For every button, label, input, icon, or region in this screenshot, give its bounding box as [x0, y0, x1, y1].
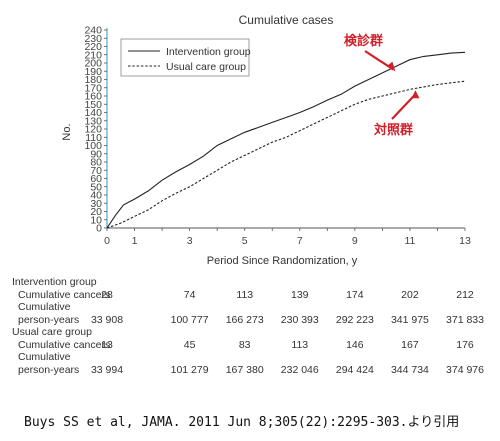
table-cell: 294 424 [335, 363, 374, 376]
y-tick-label: 160 [84, 91, 102, 103]
table-cell: 113 [236, 288, 254, 301]
series-layer [106, 51, 466, 229]
y-tick-label: 60 [90, 173, 102, 185]
table-cell: 230 393 [280, 313, 319, 326]
y-tick-label: 150 [84, 99, 102, 111]
row-label: Cumulative person-years [18, 351, 80, 376]
table-row: Cumulative cancers 28 74 113 139 174 202 212 [0, 289, 500, 302]
table-cell: 100 777 [170, 313, 209, 326]
table-row: Intervention group [0, 276, 500, 289]
table-cell: 113 [291, 338, 309, 351]
y-axis-label: No. [61, 123, 73, 140]
y-tick-label: 80 [90, 157, 102, 169]
x-tick-label: 0 [104, 235, 110, 247]
legend-entry: Intervention group [166, 46, 251, 58]
y-tick-label: 170 [84, 82, 102, 94]
series-line-intervention [106, 51, 466, 229]
legend-entry: Usual care group [166, 61, 246, 73]
y-tick-label: 40 [90, 190, 102, 202]
y-tick-label: 50 [90, 181, 102, 193]
table-cell: 232 046 [280, 363, 319, 376]
y-tick-label: 70 [90, 165, 102, 177]
table-cell: 167 [401, 338, 419, 351]
x-tick-label: 3 [187, 235, 193, 247]
y-tick-label: 220 [84, 41, 102, 53]
y-tick-label: 140 [84, 107, 102, 119]
annotation-label-screening: 検診群 [344, 33, 383, 49]
table-cell: 174 [346, 288, 364, 301]
table-cell: 101 279 [170, 363, 209, 376]
annotation-arrowhead-control [411, 90, 420, 99]
legend: Intervention group Usual care group [120, 38, 251, 77]
risk-table: Intervention group Cumulative cancers 28 74… [0, 276, 500, 376]
y-tick-label: 100 [84, 140, 102, 152]
axes: 0102030405060708090100110120130140150160… [84, 25, 471, 248]
y-tick-label: 130 [84, 115, 102, 127]
table-cell: 13 [101, 338, 113, 351]
citation: Buys SS et al, JAMA. 2011 Jun 8;305(22):… [24, 415, 460, 430]
chart-title: Cumulative cases [239, 13, 334, 27]
table-cell: 83 [238, 338, 251, 351]
y-tick-label: 90 [90, 148, 102, 160]
table-row: Usual care group [0, 326, 500, 339]
table-cell: 139 [291, 288, 309, 301]
row-label: Intervention group [12, 276, 97, 288]
cumulative-cases-chart: Cumulative cases 01020304050607080901001… [61, 13, 471, 267]
table-cell: 374 976 [446, 363, 484, 376]
y-tick-label: 180 [84, 74, 102, 86]
table-cell: 344 734 [390, 363, 429, 376]
table-row: Cumulative cancers 13 45 83 113 146 167 176 [0, 339, 500, 352]
table-cell: 166 273 [225, 313, 264, 326]
annotation-arrowhead-screening [387, 61, 396, 72]
table-cell: 292 223 [335, 313, 374, 326]
y-tick-label: 230 [84, 33, 102, 45]
row-label: Cumulative cancers [18, 338, 111, 351]
table-cell: 33 994 [90, 363, 124, 376]
y-tick-label: 200 [84, 58, 102, 70]
legend-box [120, 38, 250, 77]
table-cell: 202 [401, 288, 419, 301]
y-tick-label: 10 [90, 214, 102, 226]
x-tick-label: 13 [459, 235, 471, 247]
row-label: Usual care group [12, 326, 92, 338]
x-tick-label: 5 [242, 235, 248, 247]
table-cell: 212 [456, 288, 474, 301]
y-tick-label: 110 [85, 132, 102, 144]
y-tick-label: 190 [84, 66, 102, 78]
x-tick-label: 1 [132, 235, 138, 247]
x-tick-label: 7 [297, 235, 303, 247]
table-row: Cumulative person-years 33 994 101 279 167 … [0, 351, 500, 376]
table-cell: 45 [183, 338, 196, 351]
x-tick-label: 9 [352, 235, 358, 247]
annotation-label-control: 対照群 [373, 122, 413, 138]
y-tick-label: 120 [84, 124, 102, 136]
table-cell: 176 [456, 338, 474, 351]
x-tick-label: 11 [404, 235, 415, 247]
annotation-arrow-control [391, 93, 417, 120]
row-label: Cumulative cancers [18, 288, 111, 301]
table-cell: 341 975 [390, 313, 429, 326]
series-line-usual-care [106, 80, 466, 229]
table-cell: 74 [183, 288, 196, 301]
table-cell: 371 833 [446, 313, 484, 326]
y-tick-label: 210 [84, 49, 102, 61]
x-axis-label: Period Since Randomization, y [207, 255, 358, 267]
y-tick-label: 30 [90, 198, 102, 210]
table-row: Cumulative person-years 33 908 100 777 166 … [0, 301, 500, 326]
table-cell: 33 908 [90, 313, 124, 326]
table-cell: 146 [346, 338, 364, 351]
table-cell: 167 380 [225, 363, 264, 376]
row-label: Cumulative person-years [18, 301, 80, 326]
y-tick-label: 0 [96, 223, 102, 235]
y-tick-label: 20 [90, 206, 102, 218]
y-tick-label: 240 [84, 25, 102, 37]
table-cell: 28 [101, 288, 113, 301]
